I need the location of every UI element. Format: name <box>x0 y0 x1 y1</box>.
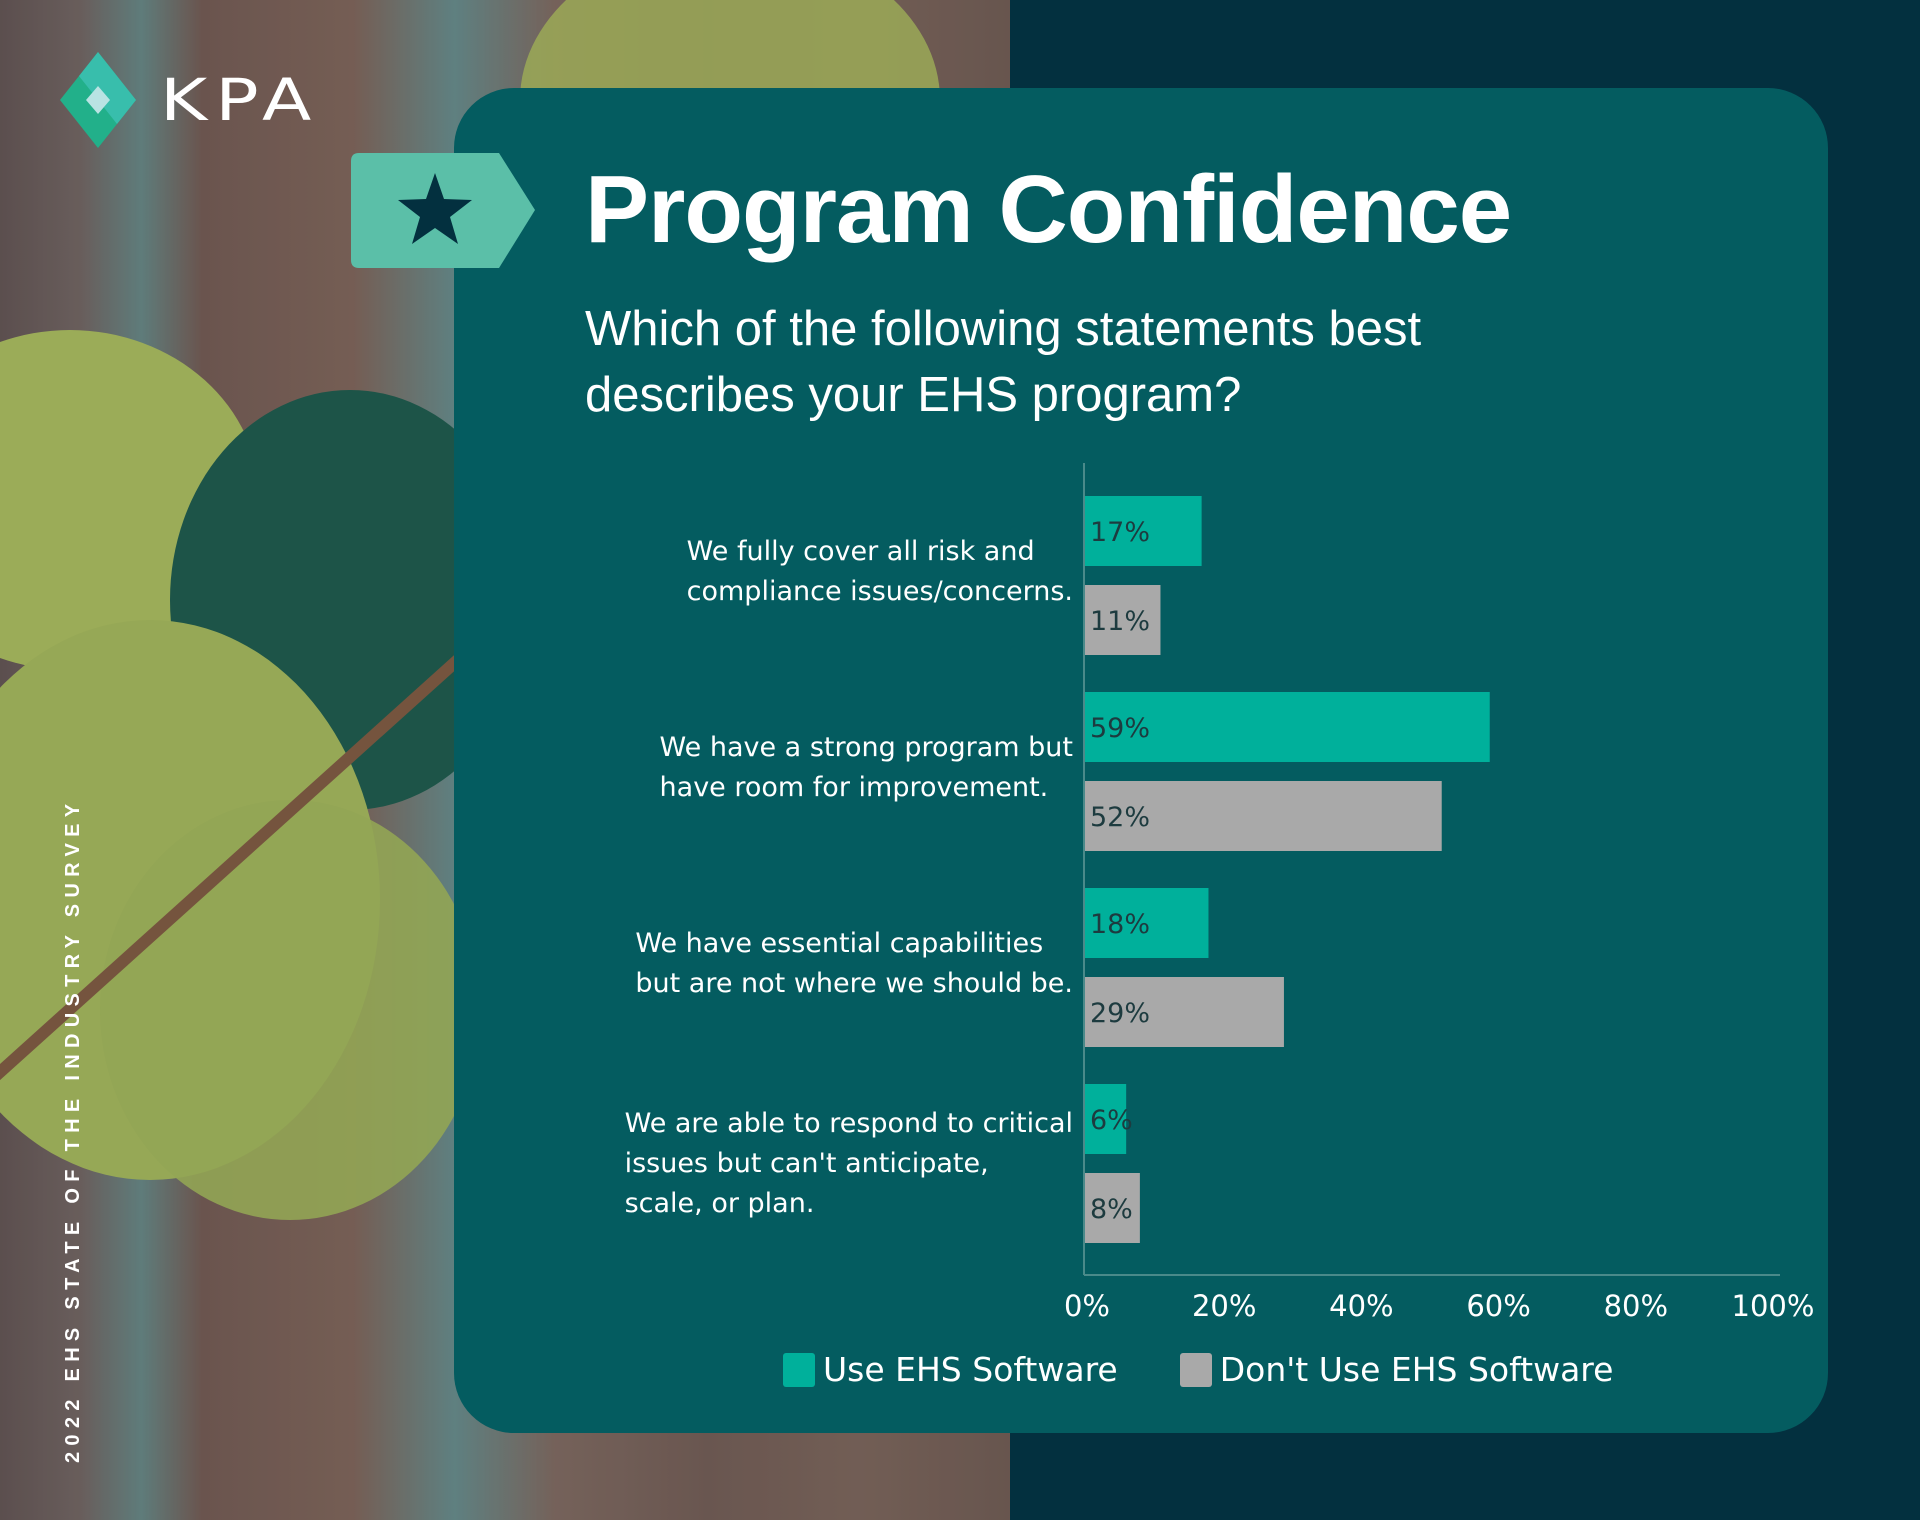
bar-value-label: 59% <box>1090 713 1150 744</box>
category-label: We fully cover all risk and compliance is… <box>687 532 1073 612</box>
bar-value-label: 6% <box>1090 1105 1133 1136</box>
legend-item-dont-use: Don't Use EHS Software <box>1179 1350 1613 1389</box>
bar-dont-use <box>1085 977 1284 1047</box>
category-label-line: compliance issues/concerns. <box>686 575 1073 607</box>
category-label-line: have room for improvement. <box>659 771 1049 803</box>
bar-use <box>1085 888 1209 958</box>
category-label-line: We have essential capabilities <box>635 927 1044 959</box>
bar-value-label: 17% <box>1090 517 1150 548</box>
bar-dont-use <box>1085 781 1442 851</box>
star-icon <box>398 173 472 244</box>
bar-dont-use <box>1085 585 1161 655</box>
category-label-line: scale, or plan. <box>624 1187 815 1219</box>
bar-dont-use <box>1085 1173 1140 1243</box>
bar-use <box>1085 1084 1127 1154</box>
bar-value-label: 18% <box>1090 909 1150 940</box>
chart-legend: Use EHS Software Don't Use EHS Software <box>783 1350 1675 1389</box>
kpa-logo: KPA <box>58 52 319 148</box>
category-label-line: issues but can't anticipate, <box>624 1147 989 1179</box>
bar-value-label: 11% <box>1090 606 1150 637</box>
x-tick-label: 20% <box>1192 1289 1256 1323</box>
bar-value-label: 8% <box>1090 1194 1133 1225</box>
category-label: We are able to respond to critical issues… <box>625 1104 1073 1224</box>
category-label-line: We are able to respond to critical <box>624 1107 1073 1139</box>
category-label-line: We fully cover all risk and <box>686 535 1035 567</box>
bar-use <box>1085 692 1490 762</box>
x-tick-label: 40% <box>1329 1289 1393 1323</box>
legend-swatch-dont-use <box>1179 1352 1212 1387</box>
legend-item-use: Use EHS Software <box>783 1350 1118 1389</box>
x-tick-label: 60% <box>1466 1289 1530 1323</box>
x-tick-label: 0% <box>1064 1289 1110 1323</box>
x-tick-label: 100% <box>1732 1289 1815 1323</box>
chart-question: Which of the following statements best d… <box>585 302 1422 422</box>
category-label: We have essential capabilities but are no… <box>635 924 1073 1004</box>
star-tag <box>351 153 535 268</box>
category-label: We have a strong program but have room fo… <box>660 728 1073 808</box>
category-label-line: but are not where we should be. <box>635 967 1073 999</box>
logo-diamond-icon <box>60 52 136 148</box>
x-tick-label: 80% <box>1604 1289 1668 1323</box>
bar-value-label: 29% <box>1090 998 1150 1029</box>
bar-use <box>1085 496 1202 566</box>
page-title: Program Confidence <box>585 156 1512 263</box>
legend-swatch-use <box>783 1352 815 1387</box>
category-label-line: We have a strong program but <box>659 731 1073 763</box>
bar-value-label: 52% <box>1090 802 1150 833</box>
